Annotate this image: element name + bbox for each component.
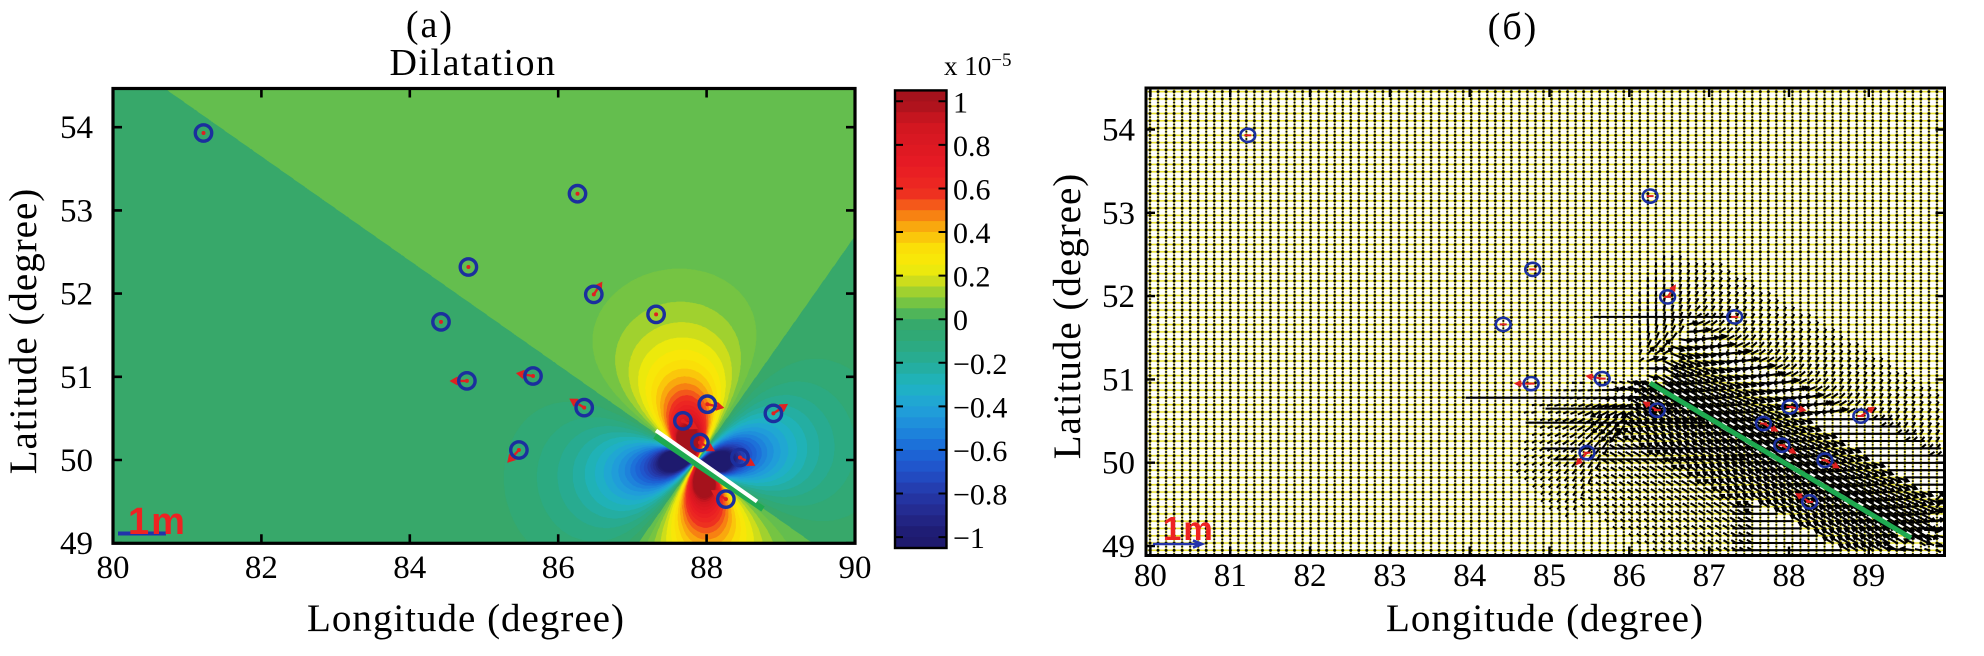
svg-text:88: 88 bbox=[1773, 558, 1806, 594]
svg-text:0.4: 0.4 bbox=[953, 217, 991, 250]
svg-text:82: 82 bbox=[1294, 558, 1327, 594]
svg-text:84: 84 bbox=[1453, 558, 1486, 594]
svg-text:85: 85 bbox=[1533, 558, 1566, 594]
svg-text:49: 49 bbox=[60, 526, 93, 562]
svg-text:87: 87 bbox=[1693, 558, 1726, 594]
svg-text:−1: −1 bbox=[953, 522, 985, 555]
svg-text:Dilatation: Dilatation bbox=[390, 42, 557, 84]
svg-text:84: 84 bbox=[393, 550, 426, 586]
svg-text:86: 86 bbox=[1613, 558, 1646, 594]
svg-text:(б): (б) bbox=[1488, 6, 1539, 48]
svg-text:x 10−5: x 10−5 bbox=[944, 50, 1011, 81]
svg-text:0: 0 bbox=[953, 304, 968, 337]
svg-text:83: 83 bbox=[1373, 558, 1406, 594]
svg-text:53: 53 bbox=[1102, 196, 1135, 232]
svg-text:−0.4: −0.4 bbox=[953, 391, 1007, 424]
svg-text:(a): (a) bbox=[406, 4, 454, 46]
svg-text:Longitude (degree): Longitude (degree) bbox=[1386, 597, 1704, 640]
svg-text:50: 50 bbox=[60, 443, 93, 479]
svg-text:88: 88 bbox=[690, 550, 723, 586]
svg-text:82: 82 bbox=[245, 550, 278, 586]
svg-text:1: 1 bbox=[953, 86, 968, 119]
svg-text:49: 49 bbox=[1102, 529, 1135, 565]
svg-text:86: 86 bbox=[542, 550, 575, 586]
svg-text:80: 80 bbox=[97, 550, 130, 586]
svg-text:89: 89 bbox=[1852, 558, 1885, 594]
svg-text:1m: 1m bbox=[128, 501, 187, 543]
svg-text:51: 51 bbox=[1102, 362, 1135, 398]
svg-text:−0.2: −0.2 bbox=[953, 348, 1007, 381]
svg-text:Latitude (degree): Latitude (degree) bbox=[2, 188, 45, 475]
svg-text:Longitude (degree): Longitude (degree) bbox=[307, 597, 625, 640]
svg-text:0.2: 0.2 bbox=[953, 261, 991, 294]
svg-text:90: 90 bbox=[839, 550, 872, 586]
svg-text:51: 51 bbox=[60, 360, 93, 396]
svg-text:1m: 1m bbox=[1163, 510, 1215, 547]
svg-text:0.8: 0.8 bbox=[953, 130, 991, 163]
svg-text:−0.8: −0.8 bbox=[953, 479, 1007, 512]
svg-text:Latitude (degree): Latitude (degree) bbox=[1046, 173, 1089, 460]
svg-text:0.6: 0.6 bbox=[953, 174, 991, 207]
svg-text:54: 54 bbox=[1102, 113, 1135, 149]
svg-text:81: 81 bbox=[1214, 558, 1247, 594]
svg-text:52: 52 bbox=[60, 277, 93, 313]
svg-text:80: 80 bbox=[1134, 558, 1167, 594]
svg-text:52: 52 bbox=[1102, 279, 1135, 315]
svg-text:−0.6: −0.6 bbox=[953, 435, 1007, 468]
svg-text:54: 54 bbox=[60, 110, 93, 146]
svg-text:53: 53 bbox=[60, 193, 93, 229]
svg-text:50: 50 bbox=[1102, 446, 1135, 482]
